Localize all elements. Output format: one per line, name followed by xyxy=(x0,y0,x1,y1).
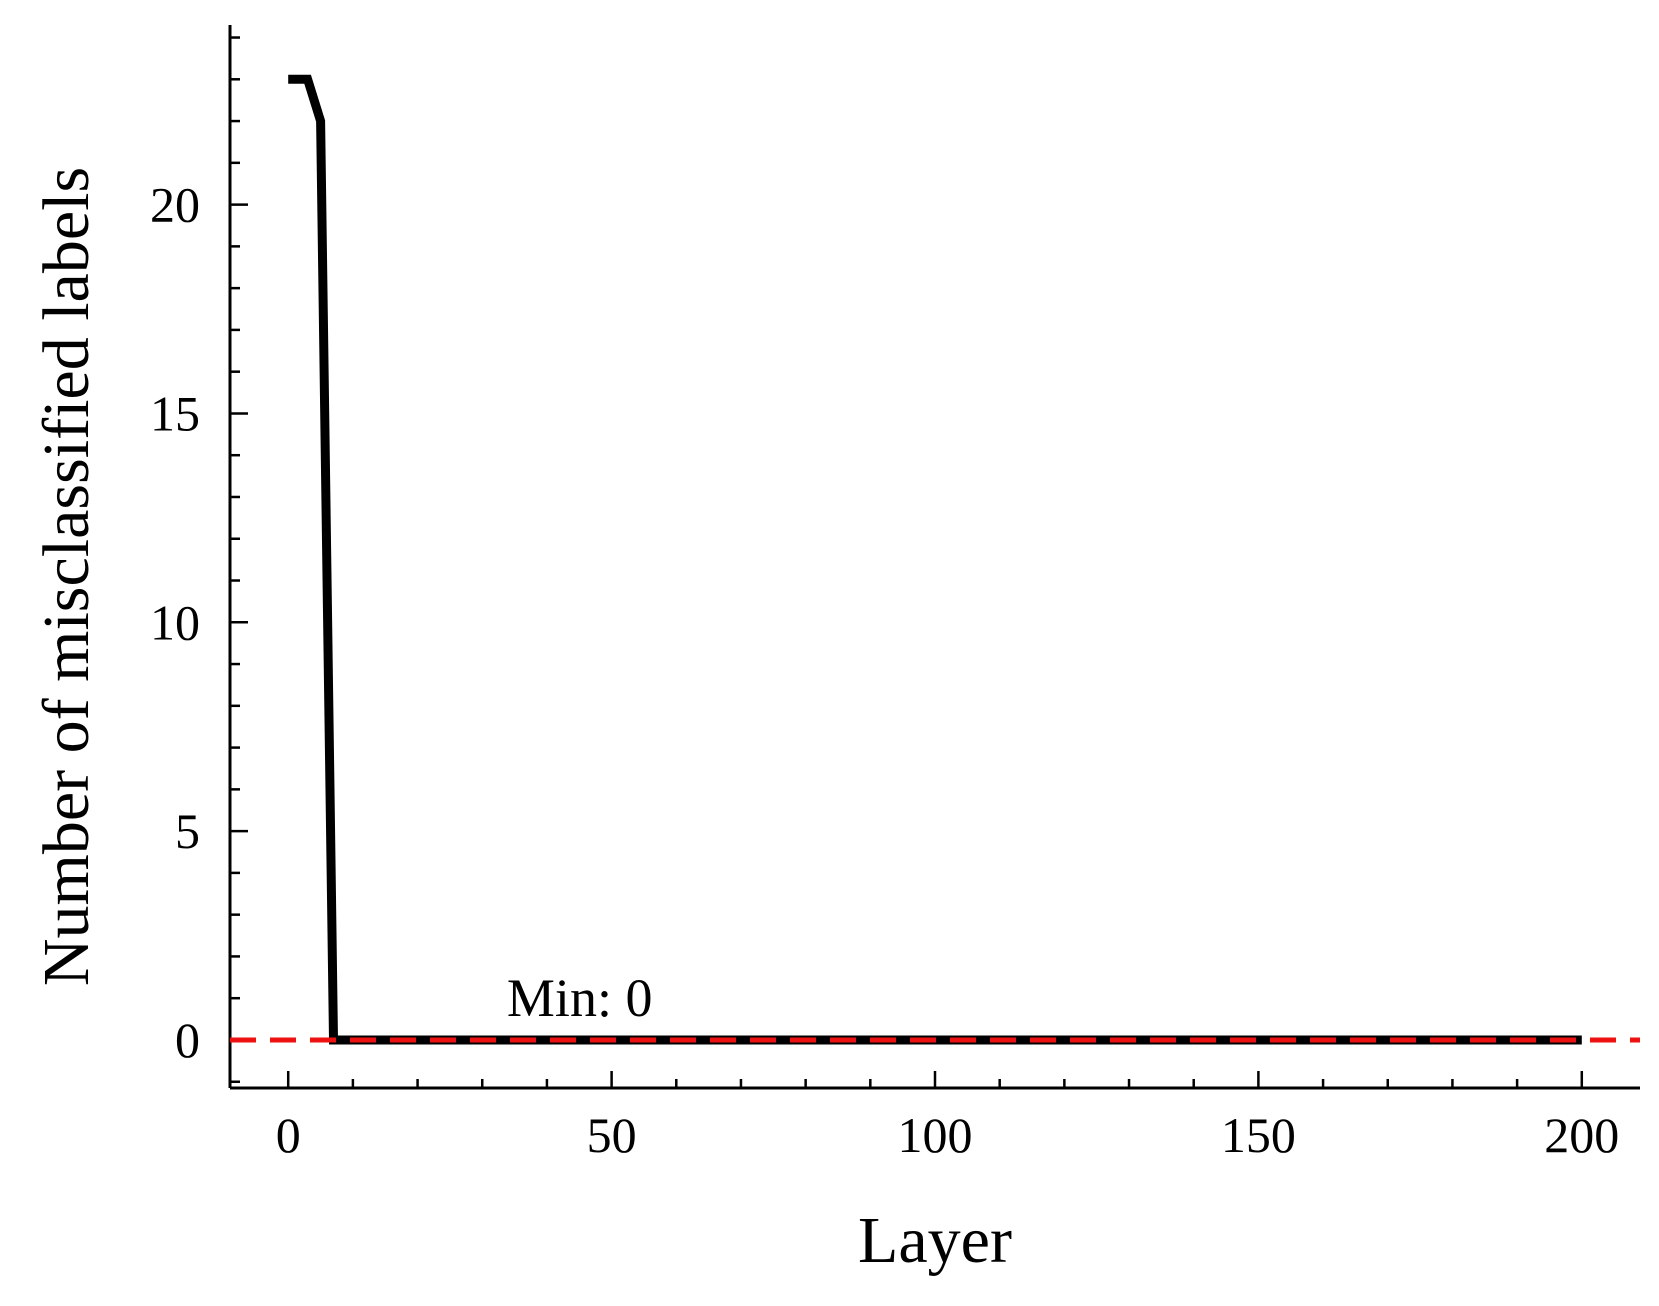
y-axis-title: Number of misclassified labels xyxy=(30,167,103,986)
y-tick-label: 5 xyxy=(175,803,200,859)
min-annotation: Min: 0 xyxy=(507,968,653,1028)
y-tick-label: 20 xyxy=(150,177,200,233)
tick-labels: 0 50 100 150 200 0 5 10 15 20 xyxy=(150,177,1619,1163)
y-tick-label: 15 xyxy=(150,385,200,441)
x-tick-label: 150 xyxy=(1221,1107,1296,1163)
x-axis-title: Layer xyxy=(858,1204,1012,1277)
x-tick-label: 100 xyxy=(898,1107,973,1163)
x-tick-label: 200 xyxy=(1544,1107,1619,1163)
x-tick-label: 0 xyxy=(276,1107,301,1163)
x-tick-label: 50 xyxy=(587,1107,637,1163)
y-tick-label: 0 xyxy=(175,1012,200,1068)
plot-area xyxy=(288,74,1582,1045)
axes xyxy=(228,25,1640,1090)
series-line-0 xyxy=(288,74,1582,1045)
y-tick-label: 10 xyxy=(150,594,200,650)
